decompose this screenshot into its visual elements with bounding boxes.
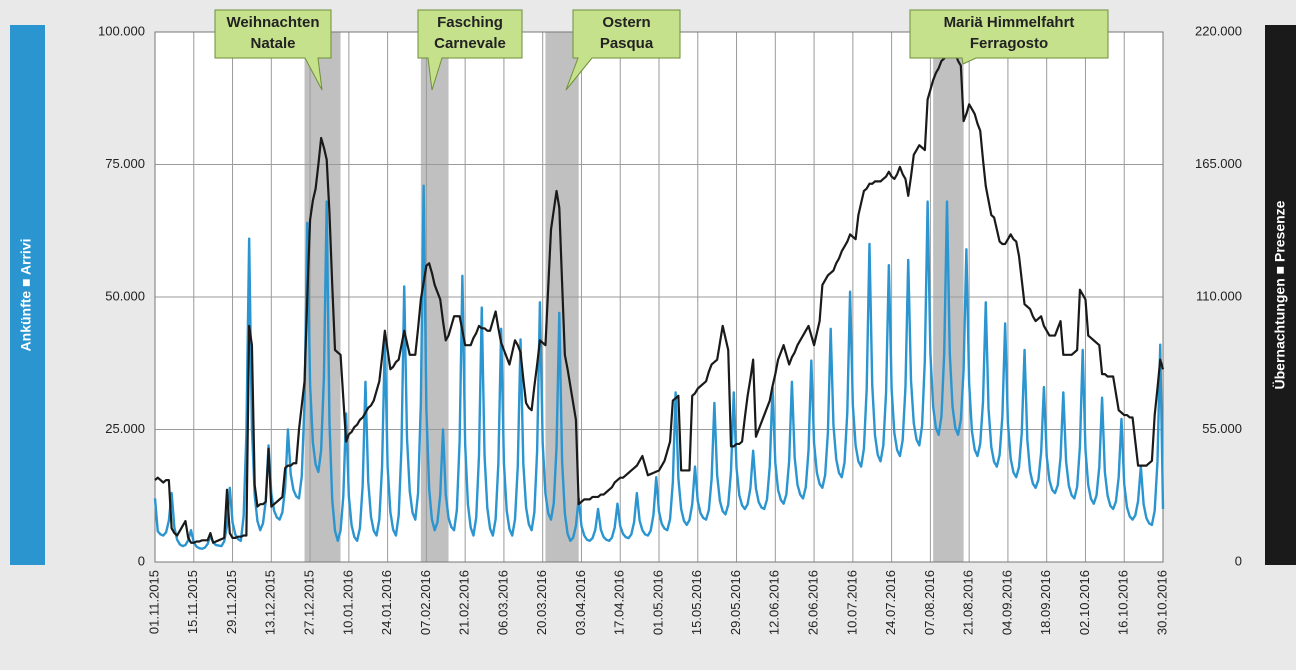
x-tick-label: 03.04.2016 xyxy=(573,570,588,635)
x-tick-label: 04.09.2016 xyxy=(999,570,1014,635)
x-tick-label: 07.08.2016 xyxy=(922,570,937,635)
x-tick-label: 10.07.2016 xyxy=(844,570,859,635)
callout-box xyxy=(417,9,523,91)
x-tick-label: 15.05.2016 xyxy=(689,570,704,635)
series-line xyxy=(153,184,1165,550)
x-tick-label: 10.01.2016 xyxy=(340,570,355,635)
x-tick-label: 27.12.2015 xyxy=(302,570,317,635)
y-tick-label: 75.000 xyxy=(105,156,145,171)
callout-box xyxy=(909,9,1109,65)
x-tick-label: 17.04.2016 xyxy=(612,570,627,635)
x-tick-label: 01.05.2016 xyxy=(650,570,665,635)
x-tick-label: 13.12.2015 xyxy=(263,570,278,635)
callout-box xyxy=(565,9,681,91)
x-tick-label: 24.01.2016 xyxy=(379,570,394,635)
x-tick-label: 06.03.2016 xyxy=(495,570,510,635)
callout-box xyxy=(214,9,332,91)
x-tick-label: 21.02.2016 xyxy=(457,570,472,635)
x-tick-label: 15.11.2015 xyxy=(185,570,200,634)
y-axis-label-box xyxy=(10,25,45,565)
y2-tick-label: 165.000 xyxy=(1195,156,1242,171)
y-tick-label: 100.000 xyxy=(98,23,145,38)
y2-axis-label-box xyxy=(1265,25,1296,565)
x-tick-label: 01.11.2015 xyxy=(146,570,161,634)
y2-tick-label: 55.000 xyxy=(1202,421,1242,436)
y-tick-label: 50.000 xyxy=(105,288,145,303)
y2-axis-label: Übernachtungen ■ Presenze xyxy=(1272,200,1288,389)
y-tick-label: 0 xyxy=(138,553,145,568)
x-tick-label: 20.03.2016 xyxy=(534,570,549,635)
y-axis-label: Ankünfte ■ Arrivi xyxy=(18,239,34,352)
y2-tick-label: 220.000 xyxy=(1195,23,1242,38)
x-tick-label: 07.02.2016 xyxy=(418,570,433,635)
callout-text: Ferragosto xyxy=(970,35,1048,52)
x-tick-label: 29.11.2015 xyxy=(224,570,239,634)
x-tick-label: 18.09.2016 xyxy=(1038,570,1053,635)
callout-text: Ostern xyxy=(602,14,650,31)
x-tick-label: 30.10.2016 xyxy=(1154,570,1169,635)
callout-text: Pasqua xyxy=(600,35,654,52)
x-tick-label: 16.10.2016 xyxy=(1116,570,1131,635)
callout-text: Carnevale xyxy=(434,35,506,52)
y2-tick-label: 0 xyxy=(1235,553,1242,568)
series-line xyxy=(154,50,1165,544)
x-tick-label: 24.07.2016 xyxy=(883,570,898,635)
callout-text: Mariä Himmelfahrt xyxy=(944,14,1075,31)
x-tick-label: 29.05.2016 xyxy=(728,570,743,635)
callout-text: Fasching xyxy=(437,14,503,31)
y2-tick-label: 110.000 xyxy=(1196,288,1242,303)
x-tick-label: 12.06.2016 xyxy=(767,570,782,635)
y-tick-label: 25.000 xyxy=(105,421,145,436)
callout-text: Weihnachten xyxy=(226,14,319,31)
x-tick-label: 02.10.2016 xyxy=(1077,570,1092,635)
x-tick-label: 21.08.2016 xyxy=(961,570,976,635)
callout-text: Natale xyxy=(250,35,295,52)
x-tick-label: 26.06.2016 xyxy=(806,570,821,635)
